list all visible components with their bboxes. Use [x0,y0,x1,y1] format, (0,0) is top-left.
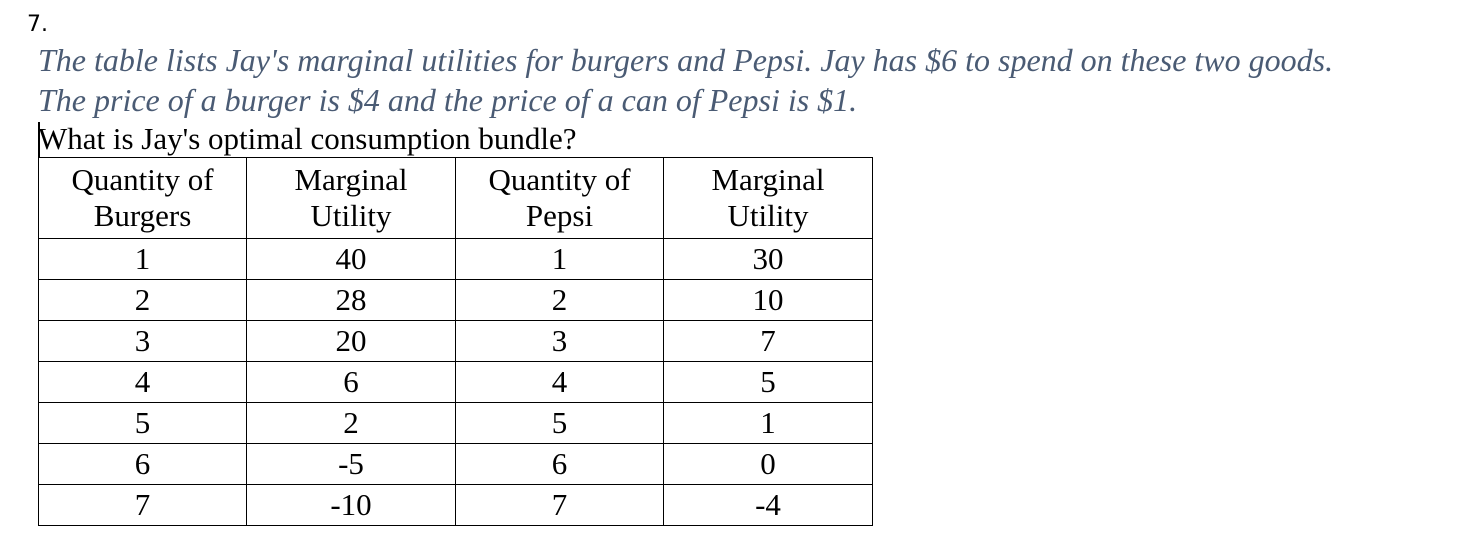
cell-quantity-pepsi: 2 [455,279,664,321]
cell-quantity-pepsi: 7 [455,484,664,526]
cell-mu-pepsi: 1 [663,402,873,444]
header-quantity-burgers: Quantity of Burgers [38,157,247,239]
cell-mu-pepsi: 5 [663,361,873,403]
cell-quantity-pepsi: 6 [455,443,664,485]
table-row: 6 -5 6 0 [38,443,873,485]
cell-quantity-burgers: 7 [38,484,247,526]
header-quantity-pepsi: Quantity of Pepsi [455,157,664,239]
cell-mu-pepsi: 7 [663,320,873,362]
prompt-line-1: The table lists Jay's marginal utilities… [38,42,1334,78]
cell-mu-pepsi: -4 [663,484,873,526]
cell-quantity-pepsi: 1 [455,238,664,280]
cell-mu-pepsi: 0 [663,443,873,485]
table-header-row: Quantity of Burgers Marginal Utility Qua… [38,157,873,239]
cell-quantity-burgers: 5 [38,402,247,444]
cell-quantity-burgers: 3 [38,320,247,362]
cell-mu-pepsi: 30 [663,238,873,280]
cell-mu-burgers: 28 [246,279,456,321]
cell-mu-pepsi: 10 [663,279,873,321]
table-row: 1 40 1 30 [38,238,873,280]
cell-quantity-burgers: 6 [38,443,247,485]
cell-mu-burgers: 40 [246,238,456,280]
cell-quantity-pepsi: 3 [455,320,664,362]
cell-mu-burgers: -10 [246,484,456,526]
marginal-utility-table: Quantity of Burgers Marginal Utility Qua… [38,157,873,526]
cell-quantity-pepsi: 5 [455,402,664,444]
prompt-line-2: The price of a burger is $4 and the pric… [38,82,858,118]
question-text: What is Jay's optimal consumption bundle… [38,121,577,156]
cell-quantity-burgers: 1 [38,238,247,280]
table-row: 7 -10 7 -4 [38,484,873,526]
cell-mu-burgers: 20 [246,320,456,362]
question-number: 7. [27,12,48,37]
cell-mu-burgers: -5 [246,443,456,485]
cell-quantity-burgers: 4 [38,361,247,403]
cell-quantity-pepsi: 4 [455,361,664,403]
text-cursor [38,122,40,158]
cell-mu-burgers: 2 [246,402,456,444]
table-row: 3 20 3 7 [38,320,873,362]
header-marginal-utility-burgers: Marginal Utility [246,157,456,239]
cell-mu-burgers: 6 [246,361,456,403]
header-marginal-utility-pepsi: Marginal Utility [663,157,873,239]
cell-quantity-burgers: 2 [38,279,247,321]
table-row: 2 28 2 10 [38,279,873,321]
